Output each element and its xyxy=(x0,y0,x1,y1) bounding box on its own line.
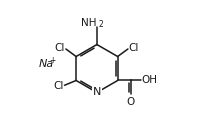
Text: OH: OH xyxy=(141,75,158,85)
Text: +: + xyxy=(49,56,56,65)
Text: Cl: Cl xyxy=(55,43,65,53)
Text: O: O xyxy=(126,97,135,107)
Text: N: N xyxy=(93,88,101,97)
Text: NH: NH xyxy=(81,18,96,28)
Text: Cl: Cl xyxy=(129,43,139,53)
Text: Cl: Cl xyxy=(53,81,64,91)
Text: Na: Na xyxy=(39,59,54,69)
Text: 2: 2 xyxy=(98,20,103,29)
